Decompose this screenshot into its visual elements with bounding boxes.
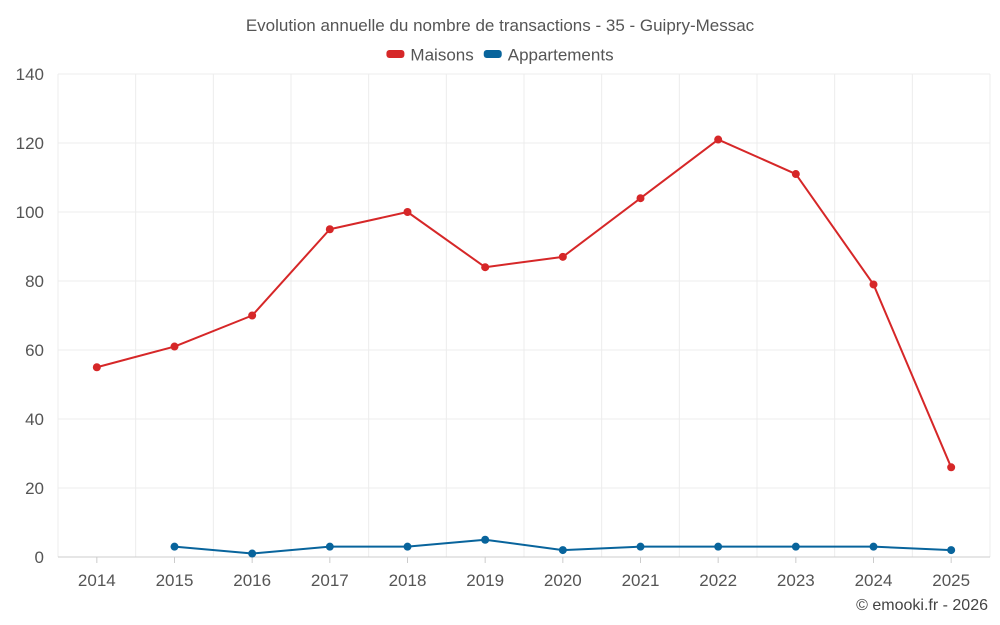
legend-item-appartements: Appartements [483,45,614,64]
legend-item-maisons: Maisons [386,45,474,64]
x-tick-label: 2021 [622,571,660,590]
x-tick-label: 2022 [699,571,737,590]
x-tick-label: 2018 [389,571,427,590]
legend-swatch [386,50,405,58]
data-point-maisons [636,194,645,203]
data-point-maisons [248,311,257,320]
x-tick-label: 2017 [311,571,349,590]
data-point-appartements [170,542,179,551]
data-point-appartements [869,542,878,551]
data-point-maisons [714,135,723,144]
x-tick-label: 2020 [544,571,582,590]
y-tick-label: 100 [16,203,44,222]
data-point-maisons [947,463,956,472]
data-point-appartements [636,542,645,551]
axes: 0 20 40 60 80 100 120 140 2014 2015 2016 2017 2018 20… [16,65,990,590]
data-point-appartements [403,542,412,551]
legend-label: Appartements [508,45,614,64]
data-point-maisons [791,170,800,179]
y-tick-label: 60 [25,341,44,360]
y-tick-label: 20 [25,479,44,498]
x-tick-label: 2015 [156,571,194,590]
x-tick-label: 2024 [855,571,893,590]
x-tick-label: 2025 [932,571,970,590]
series-line-maisons [96,138,953,468]
legend-label: Maisons [410,45,473,64]
data-point-appartements [791,542,800,551]
credit-text: © emooki.fr - 2026 [856,597,988,614]
data-point-maisons [92,363,101,372]
legend-swatch [483,50,502,58]
data-point-maisons [481,263,490,272]
data-point-appartements [714,542,723,551]
data-point-appartements [325,542,334,551]
y-tick-label: 120 [16,134,44,153]
data-point-maisons [170,342,179,351]
data-point-maisons [558,252,567,261]
x-tick-label: 2019 [466,571,504,590]
grid [57,73,991,557]
y-tick-label: 40 [25,410,44,429]
x-tick-label: 2023 [777,571,815,590]
legend: Maisons Appartements [386,45,614,64]
data-point-maisons [403,208,412,216]
data-point-maisons [869,280,878,289]
y-tick-label: 0 [35,548,44,567]
data-point-appartements [248,549,257,558]
series-layer [92,135,956,558]
data-point-maisons [325,225,334,234]
x-tick-label: 2014 [78,571,116,590]
y-tick-label: 80 [25,272,44,291]
data-point-appartements [947,546,956,555]
x-tick-label: 2016 [233,571,271,590]
data-point-appartements [481,535,490,544]
chart-title: Evolution annuelle du nombre de transact… [246,16,755,35]
data-point-appartements [558,546,567,555]
y-tick-label: 140 [16,65,44,84]
